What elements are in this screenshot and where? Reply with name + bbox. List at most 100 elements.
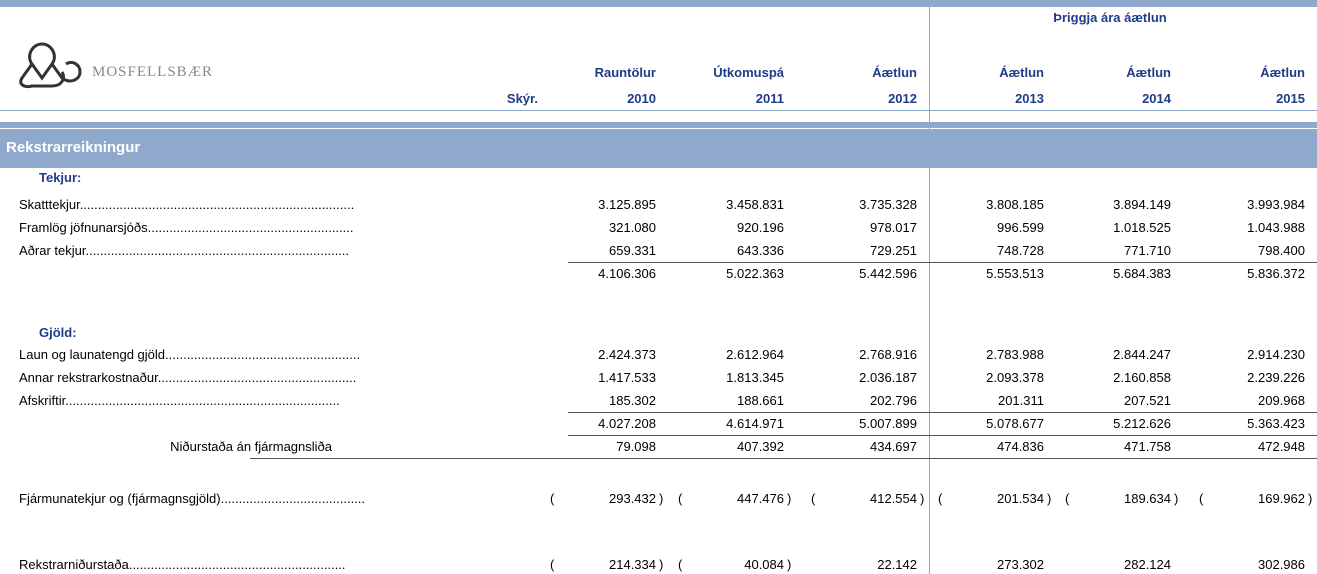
column-year: 2010: [627, 91, 656, 106]
cell: 920.196: [737, 220, 784, 235]
cell: 471.758: [1124, 439, 1171, 454]
logo: [19, 42, 82, 88]
paren: ): [659, 557, 664, 572]
row-label: Fjármunatekjur og (fjármagnsgjöld)......…: [19, 491, 366, 506]
paren: ): [1047, 491, 1052, 506]
cell: 3.808.185: [986, 197, 1044, 212]
paren: ): [659, 491, 664, 506]
row-label: Afskriftir..............................…: [19, 393, 340, 408]
row-label: Niðurstaða án fjármagnsliða: [170, 439, 332, 454]
paren: (: [1199, 491, 1204, 506]
paren: (: [811, 491, 816, 506]
cell: 2.160.858: [1113, 370, 1171, 385]
section-band: [0, 129, 1317, 168]
cell: 5.363.423: [1247, 416, 1305, 431]
paren: (: [550, 557, 555, 572]
cell: 1.018.525: [1113, 220, 1171, 235]
cell: 2.239.226: [1247, 370, 1305, 385]
cell: 5.078.677: [986, 416, 1044, 431]
cell: 185.302: [609, 393, 656, 408]
cell: 1.417.533: [598, 370, 656, 385]
cell: 79.098: [616, 439, 656, 454]
cell: 5.442.596: [859, 266, 917, 281]
row-label: Annar rekstrarkostnaður.................…: [19, 370, 357, 385]
paren: (: [678, 557, 683, 572]
cell: 321.080: [609, 220, 656, 235]
cell: 2.036.187: [859, 370, 917, 385]
paren: ): [787, 491, 792, 506]
cell: 188.661: [737, 393, 784, 408]
cell: 201.311: [997, 393, 1044, 408]
cell: 201.534: [997, 491, 1044, 506]
cell: 748.728: [997, 243, 1044, 258]
paren: (: [938, 491, 943, 506]
cell: 273.302: [997, 557, 1044, 572]
total-rule: [250, 458, 1317, 459]
brand: MOSFELLSBÆR: [92, 64, 214, 80]
cell: 5.007.899: [859, 416, 917, 431]
cell: 3.458.831: [726, 197, 784, 212]
column-label: Áætlun: [1260, 65, 1305, 80]
section-title: Rekstrarreikningur: [6, 139, 141, 156]
total-rule: [568, 262, 1317, 263]
cell: 472.948: [1258, 439, 1305, 454]
row-heading: Gjöld:: [39, 325, 77, 340]
column-label: Áætlun: [1126, 65, 1171, 80]
cell: 22.142: [877, 557, 917, 572]
cell: 2.093.378: [986, 370, 1044, 385]
paren: ): [1308, 491, 1313, 506]
paren: ): [920, 491, 925, 506]
group-title: Þriggja ára áætlun: [1053, 10, 1167, 25]
cell: 2.914.230: [1247, 347, 1305, 362]
cell: 3.993.984: [1247, 197, 1305, 212]
cell: 209.968: [1258, 393, 1305, 408]
cell: 3.125.895: [598, 197, 656, 212]
row-label: Laun og launatengd gjöld................…: [19, 347, 361, 362]
row-label: Rekstrarniðurstaða......................…: [19, 557, 346, 572]
cell: 771.710: [1124, 243, 1171, 258]
row-heading: Tekjur:: [39, 170, 82, 185]
cell: 3.894.149: [1113, 197, 1171, 212]
cell: 729.251: [870, 243, 917, 258]
note-label: Skýr.: [506, 91, 538, 106]
cell: 3.735.328: [859, 197, 917, 212]
cell: 2.612.964: [726, 347, 784, 362]
column-divider: [929, 0, 930, 574]
cell: 412.554: [870, 491, 917, 506]
column-year: 2013: [1015, 91, 1044, 106]
cell: 214.334: [609, 557, 656, 572]
column-year: 2015: [1276, 91, 1305, 106]
column-label: Rauntölur: [594, 65, 656, 80]
cell: 40.084: [744, 557, 784, 572]
paren: (: [550, 491, 555, 506]
cell: 5.553.513: [986, 266, 1044, 281]
cell: 293.432: [609, 491, 656, 506]
paren: ): [1174, 491, 1179, 506]
cell: 5.684.383: [1113, 266, 1171, 281]
column-label: Áætlun: [999, 65, 1044, 80]
cell: 996.599: [997, 220, 1044, 235]
cell: 189.634: [1124, 491, 1171, 506]
cell: 2.424.373: [598, 347, 656, 362]
cell: 1.043.988: [1247, 220, 1305, 235]
paren: (: [678, 491, 683, 506]
cell: 1.813.345: [726, 370, 784, 385]
paren: (: [1065, 491, 1070, 506]
cell: 4.106.306: [598, 266, 656, 281]
cell: 407.392: [737, 439, 784, 454]
cell: 659.331: [609, 243, 656, 258]
cell: 798.400: [1258, 243, 1305, 258]
cell: 4.027.208: [598, 416, 656, 431]
total-rule: [568, 435, 1317, 436]
cell: 474.836: [997, 439, 1044, 454]
cell: 2.768.916: [859, 347, 917, 362]
total-rule: [568, 412, 1317, 413]
row-label: Skatttekjur.............................…: [19, 197, 355, 212]
cell: 302.986: [1258, 557, 1305, 572]
cell: 5.836.372: [1247, 266, 1305, 281]
cell: 207.521: [1124, 393, 1171, 408]
column-label: Áætlun: [872, 65, 917, 80]
cell: 5.022.363: [726, 266, 784, 281]
cell: 282.124: [1124, 557, 1171, 572]
